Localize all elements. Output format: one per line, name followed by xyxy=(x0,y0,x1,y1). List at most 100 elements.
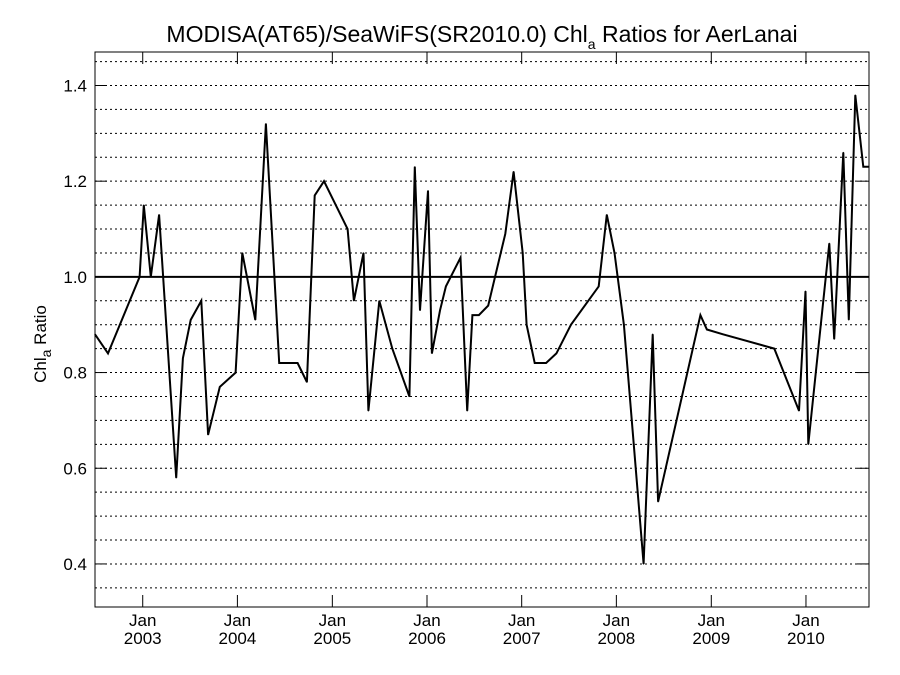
y-tick-label: 0.8 xyxy=(63,364,87,383)
x-tick-label-year: 2005 xyxy=(313,629,351,648)
data-point xyxy=(158,214,160,216)
x-tick-label-year: 2007 xyxy=(503,629,541,648)
data-point xyxy=(722,333,724,335)
data-point xyxy=(408,395,410,398)
data-point xyxy=(854,94,856,96)
data-point xyxy=(296,362,299,364)
x-tick-label-year: 2004 xyxy=(218,629,256,648)
x-tick-label-month: Jan xyxy=(129,611,156,630)
y-tick-label: 0.6 xyxy=(63,459,87,478)
data-point xyxy=(526,324,528,326)
data-point xyxy=(642,563,645,565)
data-point xyxy=(347,228,349,230)
data-point xyxy=(414,166,416,168)
data-point xyxy=(200,300,202,302)
data-point xyxy=(241,252,243,254)
y-tick-label: 0.4 xyxy=(63,555,87,574)
y-axis-label-suffix: Ratio xyxy=(31,305,50,349)
x-tick-label-month: Jan xyxy=(508,611,535,630)
data-point xyxy=(706,328,708,331)
grid-layer xyxy=(95,61,869,589)
plot-frame xyxy=(94,51,870,608)
y-tick-label: 1.4 xyxy=(63,76,87,95)
data-point xyxy=(798,410,800,412)
data-point xyxy=(391,348,393,350)
data-point xyxy=(419,309,421,311)
x-tick-label-month: Jan xyxy=(224,611,251,630)
y-tick-label: 1.2 xyxy=(63,172,87,191)
data-point xyxy=(207,434,209,436)
data-point xyxy=(427,190,429,192)
data-point xyxy=(478,314,480,316)
x-tick-label-month: Jan xyxy=(413,611,440,630)
data-point xyxy=(842,151,844,154)
data-point xyxy=(278,362,280,364)
chart-title-subscript: a xyxy=(588,36,596,52)
data-point xyxy=(367,410,369,412)
x-tick-label-month: Jan xyxy=(603,611,630,630)
data-point xyxy=(848,319,850,321)
y-axis-label: Chla Ratio xyxy=(31,305,54,383)
data-point xyxy=(699,314,702,316)
x-tick-label-year: 2010 xyxy=(787,629,825,648)
data-point xyxy=(555,352,558,355)
data-point xyxy=(623,324,625,326)
x-tick-label-month: Jan xyxy=(792,611,819,630)
y-axis-label-subscript: a xyxy=(38,349,54,357)
data-point xyxy=(353,300,355,302)
data-point xyxy=(459,257,462,259)
data-point xyxy=(606,214,608,216)
data-point xyxy=(513,171,515,173)
data-point xyxy=(487,304,489,307)
data-point xyxy=(570,324,572,326)
data-point xyxy=(545,362,547,364)
data-point xyxy=(471,314,474,316)
data-point xyxy=(431,352,433,355)
data-point xyxy=(439,309,441,311)
data-point xyxy=(862,166,864,168)
x-tick-label-month: Jan xyxy=(319,611,346,630)
data-point xyxy=(323,180,325,182)
data-point xyxy=(182,357,184,359)
data-point xyxy=(652,333,654,335)
y-axis-label-main: Chl xyxy=(31,357,50,383)
data-point xyxy=(362,252,365,254)
data-point xyxy=(143,204,145,206)
data-point xyxy=(306,381,308,383)
data-point xyxy=(265,123,267,125)
data-point xyxy=(254,319,256,321)
data-point xyxy=(828,242,830,244)
ticks-layer: 0.40.60.81.01.21.4Jan2003Jan2004Jan2005J… xyxy=(63,52,869,648)
data-point xyxy=(613,252,616,254)
x-tick-label-year: 2006 xyxy=(408,629,446,648)
data-point xyxy=(534,362,536,364)
data-point xyxy=(219,386,221,388)
chart-title-suffix: Ratios for AerLanai xyxy=(596,21,798,47)
data-point xyxy=(175,477,177,479)
data-point xyxy=(598,285,600,288)
data-point xyxy=(107,352,109,355)
data-point xyxy=(504,233,506,235)
x-tick-label-year: 2003 xyxy=(124,629,162,648)
x-tick-label-year: 2008 xyxy=(597,629,635,648)
data-point xyxy=(804,290,807,292)
data-point xyxy=(657,501,659,503)
chart-title-main: MODISA(AT65)/SeaWiFS(SR2010.0) Chl xyxy=(166,21,587,47)
data-point xyxy=(445,285,447,288)
data-point xyxy=(234,371,237,374)
data-point xyxy=(190,319,192,321)
data-point xyxy=(466,410,468,412)
data-point xyxy=(287,362,289,364)
x-tick-label-month: Jan xyxy=(698,611,725,630)
x-tick-label-year: 2009 xyxy=(692,629,730,648)
y-tick-label: 1.0 xyxy=(63,268,87,287)
data-point xyxy=(773,348,775,350)
data-point xyxy=(139,276,141,278)
chart-title: MODISA(AT65)/SeaWiFS(SR2010.0) Chla Rati… xyxy=(166,21,797,52)
data-point xyxy=(807,443,809,445)
data-point xyxy=(522,252,524,254)
data-point xyxy=(150,276,152,278)
data-point xyxy=(314,194,316,197)
series-line xyxy=(94,94,869,564)
